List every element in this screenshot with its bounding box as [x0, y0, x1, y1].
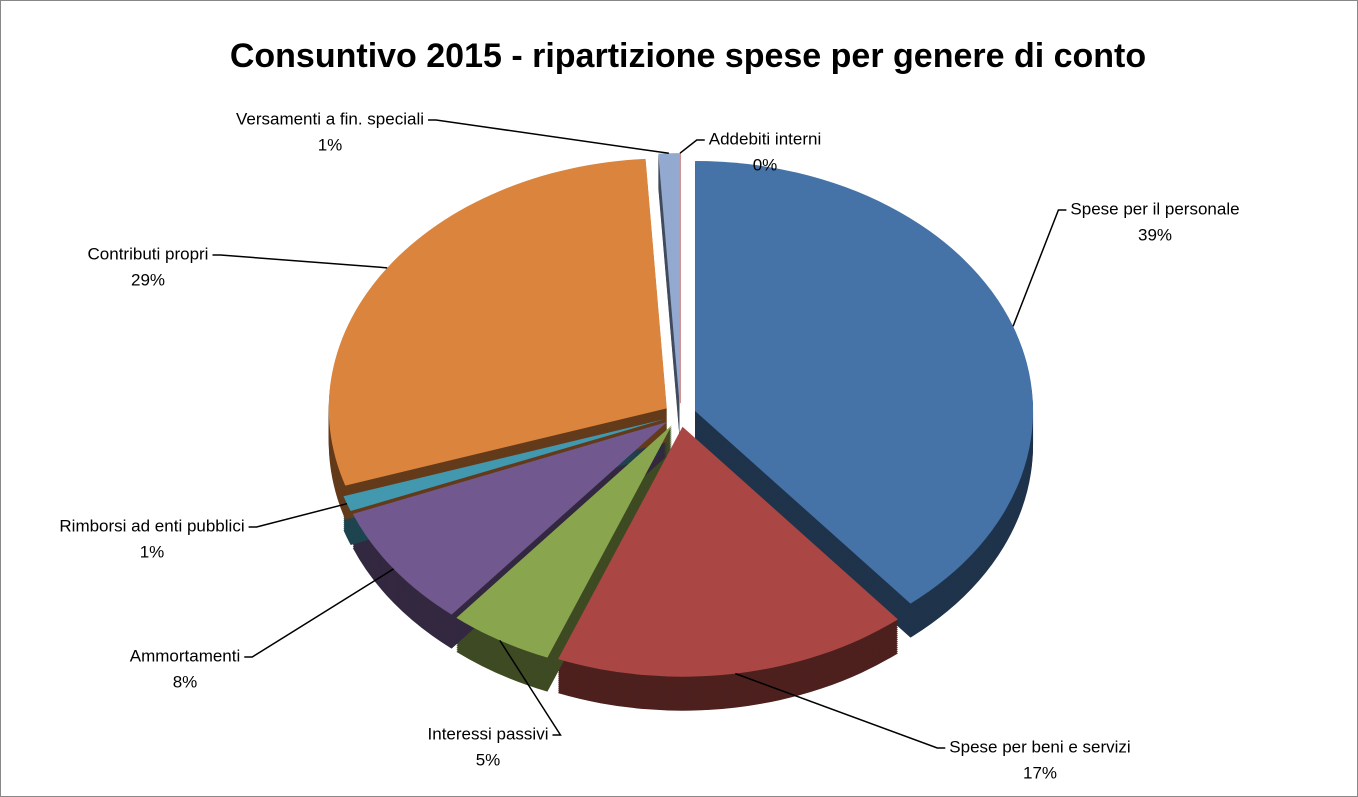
chart-title: Consuntivo 2015 - ripartizione spese per…	[230, 37, 1146, 75]
leader-line	[735, 672, 946, 749]
slice	[558, 426, 898, 677]
slice-value-label: 1%	[140, 542, 165, 561]
slice-label: Spese per beni e servizi	[949, 737, 1130, 756]
leader-line	[212, 254, 388, 269]
slice-label: Contributi propri	[88, 244, 209, 263]
slice-label: Addebiti interni	[709, 129, 821, 148]
slice	[695, 160, 1034, 604]
slice-label: Spese per il personale	[1070, 199, 1239, 218]
slice-label: Ammortamenti	[130, 646, 241, 665]
slice-value-label: 17%	[1023, 763, 1057, 782]
slice-value-label: 5%	[476, 750, 501, 769]
slice-value-label: 0%	[753, 155, 778, 174]
slice	[343, 419, 665, 512]
slice-label: Rimborsi ad enti pubblici	[59, 516, 244, 535]
slice-label: Interessi passivi	[428, 724, 549, 743]
slice-label: Versamenti a fin. speciali	[236, 109, 424, 128]
leader-line	[679, 139, 705, 154]
leader-line	[248, 502, 348, 528]
leader-line	[499, 639, 562, 736]
slice-value-label: 39%	[1138, 225, 1172, 244]
slice	[456, 425, 672, 658]
slice	[658, 153, 680, 404]
slice-value-label: 8%	[173, 672, 198, 691]
labels: Spese per il personale 39% Spese per beni …	[59, 109, 1239, 782]
pie-tops	[328, 153, 1034, 677]
leader-line	[244, 568, 395, 658]
leader-line	[1012, 209, 1067, 327]
leader-line	[428, 119, 669, 155]
slice-value-label: 29%	[131, 270, 165, 289]
slice	[352, 421, 668, 615]
slice-value-label: 1%	[318, 135, 343, 154]
slice	[328, 158, 667, 486]
